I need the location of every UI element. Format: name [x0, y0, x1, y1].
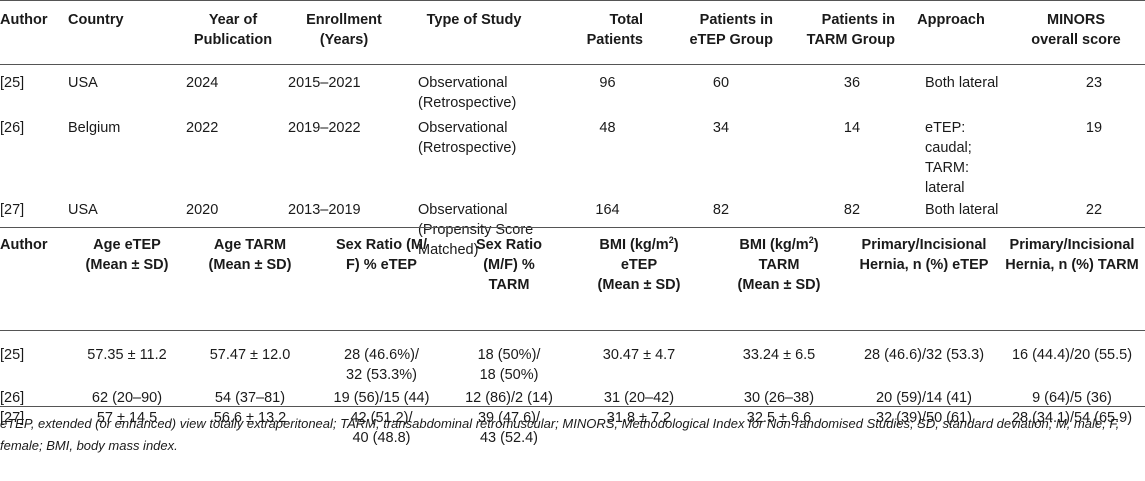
- table-footnote: eTEP, extended (or enhanced) view totall…: [0, 416, 1120, 453]
- cell-enrollment: 2015–2021: [288, 74, 361, 91]
- table-bottom-rule: [0, 406, 1145, 407]
- table2-header-row: Author Age eTEP (Mean ± SD) Age TARM (Mean…: [0, 227, 1145, 330]
- cell-approach: Both lateral: [925, 74, 999, 91]
- table-row: [25] USA 2024 2015–2021 Observational (Re…: [0, 64, 1145, 114]
- table-row: [25] 57.35 ± 11.2 57.47 ± 12.0 28 (46.6%…: [0, 330, 1145, 388]
- cell-sex-tarm: 39 (47.6)/43 (52.4): [477, 410, 541, 446]
- cell-author: [26]: [0, 120, 25, 136]
- cell-author: [27]: [0, 410, 25, 426]
- cell-hernia-etep: 32 (39)/50 (61): [876, 410, 972, 426]
- cell-enrollment: 2019–2022: [288, 120, 361, 136]
- table-row: [27] USA 2020 2013–2019 Observational (Pr…: [0, 198, 1145, 264]
- cell-author: [26]: [0, 390, 25, 406]
- header-bmi-etep: BMI (kg/m2) eTEP (Mean ± SD): [597, 235, 681, 293]
- cell-age-tarm: 56.6 ± 13.2: [213, 410, 287, 426]
- header-type: Type of Study: [426, 12, 522, 28]
- cell-age-tarm: 57.47 ± 12.0: [209, 346, 291, 363]
- cell-minors: 22: [1085, 202, 1103, 218]
- cell-hernia-tarm: 16 (44.4)/20 (55.5): [1011, 346, 1133, 363]
- cell-type: Observational (Retrospective): [418, 74, 517, 111]
- cell-bmi-tarm: 30 (26–38): [743, 390, 815, 406]
- cell-approach: eTEP: caudal; TARM: lateral: [925, 120, 972, 196]
- cell-age-etep: 62 (20–90): [91, 390, 163, 406]
- cell-age-tarm: 54 (37–81): [214, 390, 286, 406]
- cell-age-etep: 57.35 ± 11.2: [87, 346, 167, 363]
- cell-country: USA: [68, 74, 98, 91]
- header-age-etep: Age eTEP (Mean ± SD): [85, 237, 169, 273]
- cell-author: [25]: [0, 346, 25, 363]
- cell-bmi-etep: 30.47 ± 4.7: [602, 346, 676, 363]
- cell-approach: Both lateral: [925, 202, 999, 218]
- cell-author: [25]: [0, 74, 25, 91]
- cell-tarm: 36: [843, 74, 861, 91]
- cell-sex-etep: 42 (51.2)/40 (48.8): [350, 410, 413, 446]
- cell-country: USA: [68, 202, 98, 218]
- cell-bmi-etep: 31.8 ± 7.2: [606, 410, 672, 426]
- cell-hernia-tarm: 9 (64)/5 (36): [1032, 390, 1112, 406]
- cell-country: Belgium: [68, 120, 121, 136]
- cell-year: 2024: [186, 74, 219, 91]
- header-author: Author: [0, 12, 48, 28]
- cell-year: 2020: [186, 202, 219, 218]
- cell-etep: 82: [712, 202, 730, 218]
- cell-enrollment: 2013–2019: [288, 202, 361, 218]
- header-approach: Approach: [917, 12, 985, 28]
- cell-bmi-tarm: 33.24 ± 6.5: [742, 346, 816, 363]
- table2-top-rule: [0, 227, 1145, 228]
- cell-year: 2022: [186, 120, 219, 136]
- cell-type: Observational (Retrospective): [418, 120, 517, 156]
- table1-top-rule: [0, 0, 1145, 1]
- cell-author: [27]: [0, 202, 25, 218]
- header-country: Country: [68, 12, 124, 28]
- cell-minors: 23: [1085, 74, 1103, 91]
- header-hernia-etep: Primary/Incisional Hernia, n (%) eTEP: [859, 237, 989, 273]
- header-tarm: Patients in TARM Group: [806, 12, 895, 48]
- cell-type: Observational (Propensity Score Matched): [418, 202, 534, 258]
- header-bmi-tarm: BMI (kg/m2) TARM (Mean ± SD): [737, 235, 821, 293]
- table1-header-row: Author Country Year of Publication Enroll…: [0, 0, 1145, 64]
- table-row: [26] Belgium 2022 2019–2022 Observationa…: [0, 114, 1145, 198]
- cell-etep: 34: [712, 120, 730, 136]
- cell-hernia-etep: 20 (59)/14 (41): [876, 390, 972, 406]
- header-hernia-tarm: Primary/Incisional Hernia, n (%) TARM: [1005, 237, 1139, 273]
- cell-tarm: 82: [843, 202, 861, 218]
- cell-bmi-tarm: 32.5 ± 6.6: [746, 410, 812, 426]
- cell-minors: 19: [1085, 120, 1103, 136]
- table-row: [27] 57 ± 14.5 56.6 ± 13.2 42 (51.2)/40 …: [0, 408, 1145, 452]
- cell-bmi-etep: 31 (20–42): [603, 390, 675, 406]
- header-sex-etep: Sex Ratio (M/F) % eTEP: [335, 237, 428, 273]
- header-sex-tarm: Sex Ratio (M/F) % TARM: [475, 237, 543, 293]
- cell-total: 164: [595, 202, 620, 218]
- header-age-tarm: Age TARM (Mean ± SD): [208, 237, 292, 273]
- header-etep: Patients in eTEP Group: [689, 12, 773, 48]
- cell-sex-tarm: 18 (50%)/18 (50%): [477, 346, 541, 383]
- cell-hernia-tarm: 28 (34.1)/54 (65.9): [1011, 410, 1133, 426]
- cell-etep: 60: [712, 74, 730, 91]
- cell-sex-tarm: 12 (86)/2 (14): [465, 390, 553, 406]
- header-total: Total Patients: [586, 12, 643, 48]
- header-minors: MINORS overall score: [1031, 12, 1121, 48]
- cell-hernia-etep: 28 (46.6)/32 (53.3): [863, 346, 985, 363]
- header-enrollment: Enrollment (Years): [306, 12, 382, 48]
- cell-age-etep: 57 ± 14.5: [96, 410, 158, 426]
- header-year: Year of Publication: [193, 12, 273, 48]
- study-characteristics-table: Author Country Year of Publication Enroll…: [0, 0, 1145, 264]
- cell-total: 96: [599, 74, 616, 91]
- header-author: Author: [0, 237, 48, 253]
- patient-characteristics-table: Author Age eTEP (Mean ± SD) Age TARM (Mean…: [0, 227, 1145, 452]
- cell-total: 48: [599, 120, 616, 136]
- cell-sex-etep: 28 (46.6%)/32 (53.3%): [344, 346, 419, 383]
- cell-tarm: 14: [843, 120, 861, 136]
- cell-sex-etep: 19 (56)/15 (44): [333, 390, 430, 406]
- table-row: [26] 62 (20–90) 54 (37–81) 19 (56)/15 (4…: [0, 388, 1145, 408]
